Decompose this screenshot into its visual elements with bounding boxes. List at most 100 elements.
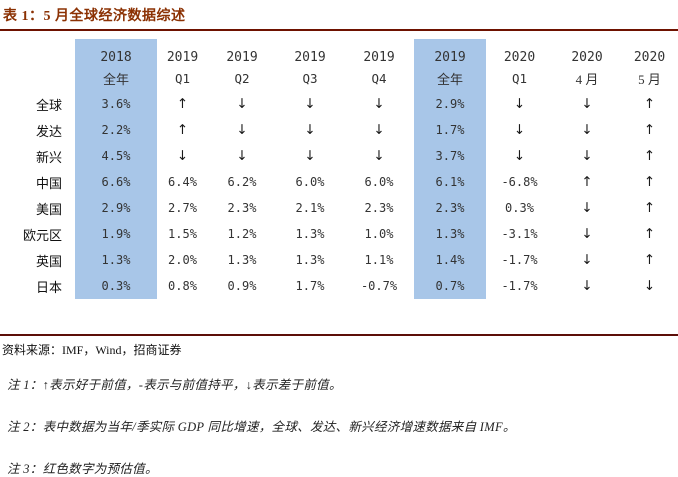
value-cell: 2.3% <box>364 201 394 215</box>
source-rule <box>0 334 678 336</box>
col-header-year: 2020 <box>503 50 536 65</box>
trend-arrow-cell: ↓ <box>236 122 248 138</box>
note-2: 注 2：表中数据为当年/季实际 GDP 同比增速，全球、发达、新兴经济增速数据来… <box>7 420 516 434</box>
value-cell: 1.5% <box>168 227 197 241</box>
trend-arrow-cell: ↑ <box>176 122 189 138</box>
trend-arrow-cell: ↑ <box>581 174 593 190</box>
header-blank <box>0 39 75 65</box>
value-cell: 3.6% <box>75 91 157 117</box>
col-header-year: 2019 <box>414 39 486 65</box>
table-row: 美国 2.9% 2.7% 2.3% 2.1% 2.3% 2.3% 0.3% ↓ ↑ <box>0 195 678 221</box>
col-header-period: 5 月 <box>638 71 661 87</box>
trend-arrow-cell: ↓ <box>581 278 593 294</box>
value-cell: 6.0% <box>295 175 325 189</box>
trend-arrow-cell: ↓ <box>581 96 593 112</box>
trend-arrow-cell: ↑ <box>643 122 656 138</box>
value-cell: 1.2% <box>227 227 257 241</box>
col-header-period: Q2 <box>234 70 250 86</box>
table-row: 发达 2.2% ↑ ↓ ↓ ↓ 1.7% ↓ ↓ ↑ <box>0 117 678 143</box>
value-cell: 1.3% <box>414 221 486 247</box>
value-cell: 6.4% <box>168 175 197 189</box>
table-title: 表 1：5 月全球经济数据综述 <box>3 9 186 24</box>
trend-arrow-cell: ↓ <box>304 96 316 112</box>
row-label: 中国 <box>35 175 62 191</box>
col-header-period: Q1 <box>174 70 191 86</box>
value-cell: 0.8% <box>168 279 197 293</box>
value-cell: 3.7% <box>414 143 486 169</box>
col-header-year: 2020 <box>571 50 603 65</box>
trend-arrow-cell: ↑ <box>643 174 656 190</box>
value-cell: -6.8% <box>501 175 538 189</box>
value-cell: 0.3% <box>75 273 157 299</box>
table-row: 英国 1.3% 2.0% 1.3% 1.3% 1.1% 1.4% -1.7% ↓ ↑ <box>0 247 678 273</box>
value-cell: 2.7% <box>168 201 197 215</box>
value-cell: 1.3% <box>295 253 325 267</box>
trend-arrow-cell: ↓ <box>513 148 526 164</box>
value-cell: 2.9% <box>414 91 486 117</box>
trend-arrow-cell: ↑ <box>643 200 656 216</box>
row-label: 新兴 <box>35 149 62 165</box>
value-cell: 1.3% <box>75 247 157 273</box>
col-header-year: 2018 <box>75 39 157 65</box>
col-header-period: 4 月 <box>575 71 599 87</box>
value-cell: 6.6% <box>75 169 157 195</box>
table-row: 中国 6.6% 6.4% 6.2% 6.0% 6.0% 6.1% -6.8% ↑ ↑ <box>0 169 678 195</box>
trend-arrow-cell: ↓ <box>304 148 316 164</box>
row-label: 美国 <box>35 201 62 217</box>
col-header-year: 2019 <box>363 50 395 65</box>
value-cell: 1.7% <box>295 279 325 293</box>
trend-arrow-cell: ↓ <box>373 96 385 112</box>
col-header-year: 2019 <box>166 50 199 65</box>
trend-arrow-cell: ↓ <box>176 148 189 164</box>
data-source-line: 资料来源：IMF，Wind，招商证券 <box>2 343 182 357</box>
row-label: 日本 <box>35 279 62 295</box>
value-cell: 2.3% <box>414 195 486 221</box>
table-row: 日本 0.3% 0.8% 0.9% 1.7% -0.7% 0.7% -1.7% ↓ ↓ <box>0 273 678 299</box>
value-cell: 1.9% <box>75 221 157 247</box>
value-cell: 1.0% <box>364 227 394 241</box>
trend-arrow-cell: ↓ <box>236 96 248 112</box>
value-cell: -1.7% <box>501 279 538 293</box>
trend-arrow-cell: ↓ <box>581 200 593 216</box>
col-header-year: 2019 <box>226 50 258 65</box>
value-cell: 2.2% <box>75 117 157 143</box>
trend-arrow-cell: ↓ <box>581 122 593 138</box>
trend-arrow-cell: ↑ <box>643 148 656 164</box>
trend-arrow-cell: ↓ <box>581 226 593 242</box>
trend-arrow-cell: ↓ <box>236 148 248 164</box>
col-header-period: 全年 <box>414 65 486 91</box>
value-cell: 1.7% <box>414 117 486 143</box>
table-row: 全球 3.6% ↑ ↓ ↓ ↓ 2.9% ↓ ↓ ↑ <box>0 91 678 117</box>
value-cell: 0.7% <box>414 273 486 299</box>
table-header: 2018 2019 2019 2019 2019 2019 2020 2020 2020 全年 Q1… <box>0 39 678 91</box>
col-header-period: Q1 <box>511 70 528 86</box>
row-label: 发达 <box>35 123 62 139</box>
value-cell: -0.7% <box>360 279 398 293</box>
value-cell: 1.1% <box>364 253 394 267</box>
value-cell: 6.1% <box>414 169 486 195</box>
col-header-period: Q4 <box>371 70 387 86</box>
table-row: 新兴 4.5% ↓ ↓ ↓ ↓ 3.7% ↓ ↓ ↑ <box>0 143 678 169</box>
col-header-year: 2020 <box>633 50 666 65</box>
value-cell: 2.0% <box>168 253 197 267</box>
table-row: 欧元区 1.9% 1.5% 1.2% 1.3% 1.0% 1.3% -3.1% ↓ ↑ <box>0 221 678 247</box>
value-cell: 1.4% <box>414 247 486 273</box>
trend-arrow-cell: ↑ <box>176 96 189 112</box>
value-cell: 2.3% <box>227 201 257 215</box>
value-cell: 6.2% <box>227 175 257 189</box>
value-cell: 1.3% <box>295 227 325 241</box>
value-cell: 2.1% <box>295 201 325 215</box>
trend-arrow-cell: ↓ <box>373 122 385 138</box>
value-cell: 0.9% <box>227 279 257 293</box>
trend-arrow-cell: ↓ <box>513 122 526 138</box>
trend-arrow-cell: ↑ <box>643 96 656 112</box>
note-1: 注 1：↑表示好于前值，-表示与前值持平，↓表示差于前值。 <box>7 378 342 392</box>
title-rule <box>0 29 678 31</box>
value-cell: -1.7% <box>501 253 538 267</box>
trend-arrow-cell: ↓ <box>643 278 656 294</box>
row-label: 全球 <box>35 97 62 113</box>
trend-arrow-cell: ↑ <box>643 226 656 242</box>
value-cell: 6.0% <box>364 175 394 189</box>
value-cell: -3.1% <box>501 227 538 241</box>
economic-data-table: 2018 2019 2019 2019 2019 2019 2020 2020 2020 全年 Q1… <box>0 39 678 299</box>
